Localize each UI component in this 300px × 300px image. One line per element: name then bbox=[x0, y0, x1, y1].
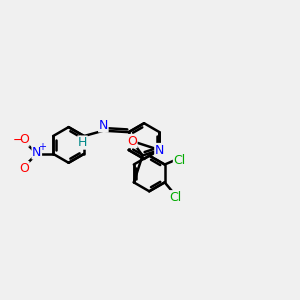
Text: −: − bbox=[13, 134, 23, 147]
Text: N: N bbox=[155, 143, 164, 157]
Text: H: H bbox=[78, 136, 87, 149]
Text: N: N bbox=[99, 119, 108, 132]
Text: N: N bbox=[32, 146, 41, 159]
Text: O: O bbox=[19, 133, 29, 146]
Text: O: O bbox=[19, 162, 29, 175]
Text: Cl: Cl bbox=[169, 191, 181, 204]
Text: O: O bbox=[127, 135, 137, 148]
Text: Cl: Cl bbox=[173, 154, 186, 166]
Text: +: + bbox=[38, 142, 46, 152]
